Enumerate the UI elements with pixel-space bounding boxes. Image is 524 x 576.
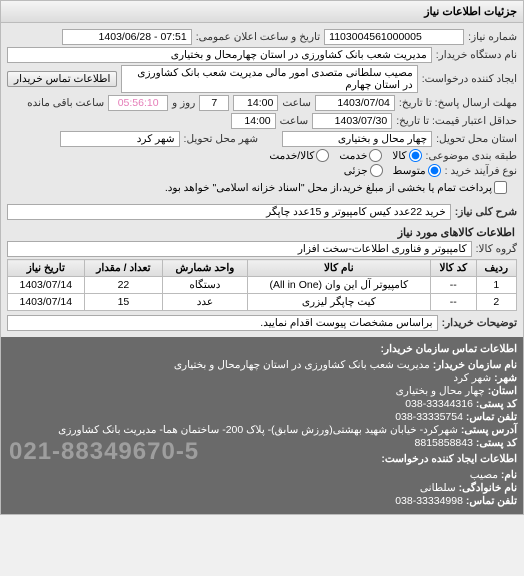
table-cell: 22 bbox=[84, 277, 163, 294]
footer-sub-line: تلفن تماس: 33334998-038 bbox=[7, 495, 517, 507]
table-cell: 1403/07/14 bbox=[8, 294, 85, 311]
buy-radio-1[interactable] bbox=[370, 164, 383, 177]
city-label: شهر محل تحویل: bbox=[184, 133, 259, 145]
org-value: مدیریت شعب بانک کشاورزی در استان چهارمحا… bbox=[7, 47, 432, 63]
panel-title: جزئیات اطلاعات نیاز bbox=[1, 1, 523, 23]
topic-value: خرید 22عدد کیس کامپیوتر و 15عدد چاپگر bbox=[7, 204, 451, 220]
requester-label: ایجاد کننده درخواست: bbox=[422, 73, 517, 85]
table-cell: کامپیوتر آل این وان (All in One) bbox=[247, 277, 430, 294]
items-table: ردیف کد کالا نام کالا واحد شمارش تعداد /… bbox=[7, 259, 517, 311]
buy-opt-1-label: جزئی bbox=[344, 165, 368, 177]
pricing-opt-0[interactable]: کالا bbox=[392, 149, 421, 162]
buy-opt-0[interactable]: متوسط bbox=[393, 164, 441, 177]
note-label: توضیحات خریدار: bbox=[442, 317, 517, 329]
buy-opt-1[interactable]: جزئی bbox=[344, 164, 383, 177]
province-value: چهار محال و بختیاری bbox=[282, 131, 432, 147]
footer-block: اطلاعات تماس سازمان خریدار: نام سازمان خ… bbox=[1, 337, 523, 514]
items-header-row: ردیف کد کالا نام کالا واحد شمارش تعداد /… bbox=[8, 260, 517, 277]
table-row: 1--کامپیوتر آل این وان (All in One)دستگا… bbox=[8, 277, 517, 294]
buy-radio-0[interactable] bbox=[428, 164, 441, 177]
col-1: کد کالا bbox=[431, 260, 477, 277]
group-value: کامپیوتر و فناوری اطلاعات-سخت افزار bbox=[7, 241, 472, 257]
pricing-opt-1-label: خدمت bbox=[339, 150, 367, 162]
remain-days-label: روز و bbox=[172, 97, 195, 109]
validity-date: 1403/07/30 bbox=[312, 113, 392, 129]
footer-sub-line: نام: مصیب bbox=[7, 469, 517, 481]
deadline-time-label: ساعت bbox=[282, 97, 311, 109]
col-2: نام کالا bbox=[247, 260, 430, 277]
footer-title: اطلاعات تماس سازمان خریدار: bbox=[7, 343, 517, 355]
remain-time: 05:56:10 bbox=[108, 95, 168, 111]
buy-type-label: نوع فرآیند خرید : bbox=[445, 165, 517, 177]
table-cell: 1 bbox=[476, 277, 516, 294]
footer-line: کد پستی: 33344316-038 bbox=[7, 398, 517, 410]
form-area: شماره نیاز: 1103004561000005 تاریخ و ساع… bbox=[1, 23, 523, 337]
announce-label: تاریخ و ساعت اعلان عمومی: bbox=[196, 31, 320, 43]
pay-note-checkbox[interactable] bbox=[494, 181, 507, 194]
table-cell: 1403/07/14 bbox=[8, 277, 85, 294]
deadline-date: 1403/07/04 bbox=[315, 95, 395, 111]
remain-label2: ساعت باقی مانده bbox=[27, 97, 104, 109]
pricing-opt-1[interactable]: خدمت bbox=[339, 149, 382, 162]
requester-value: مصیب سلطانی متصدی امور مالی مدیریت شعب ب… bbox=[121, 65, 417, 93]
table-row: 2--کیت چاپگر لیزریعدد151403/07/14 bbox=[8, 294, 517, 311]
niaz-number-value: 1103004561000005 bbox=[324, 29, 464, 45]
col-4: تعداد / مقدار bbox=[84, 260, 163, 277]
pricing-radio-1[interactable] bbox=[369, 149, 382, 162]
note-value: براساس مشخصات پیوست اقدام نمایید. bbox=[7, 315, 438, 331]
buy-opt-0-label: متوسط bbox=[393, 165, 426, 177]
province-label: استان محل تحویل: bbox=[436, 133, 517, 145]
col-3: واحد شمارش bbox=[163, 260, 247, 277]
buy-radio-group: متوسط جزئی bbox=[344, 164, 441, 177]
details-panel: جزئیات اطلاعات نیاز شماره نیاز: 11030045… bbox=[0, 0, 524, 515]
pricing-opt-2[interactable]: کالا/خدمت bbox=[269, 149, 329, 162]
table-cell: -- bbox=[431, 294, 477, 311]
group-label: گروه کالا: bbox=[476, 243, 517, 255]
validity-time-label: ساعت bbox=[280, 115, 309, 127]
items-section-title: اطلاعات کالاهای مورد نیاز bbox=[9, 226, 515, 239]
validity-time: 14:00 bbox=[231, 113, 276, 129]
pricing-opt-2-label: کالا/خدمت bbox=[269, 150, 314, 162]
footer-line: تلفن تماس: 33335754-038 bbox=[7, 411, 517, 423]
pricing-opt-0-label: کالا bbox=[392, 150, 406, 162]
announce-value: 07:51 - 1403/06/28 bbox=[62, 29, 192, 45]
city-value: شهر کرد bbox=[60, 131, 180, 147]
footer-sub-line: نام خانوادگی: سلطانی bbox=[7, 482, 517, 494]
table-cell: 15 bbox=[84, 294, 163, 311]
niaz-number-label: شماره نیاز: bbox=[468, 31, 517, 43]
pricing-radio-group: کالا خدمت کالا/خدمت bbox=[269, 149, 421, 162]
pay-note-label: پرداخت تمام یا بخشی از مبلغ خرید،از محل … bbox=[165, 182, 492, 194]
footer-line: استان: چهار محال و بختیاری bbox=[7, 385, 517, 397]
footer-line: آدرس پستی: شهرکرد- خیابان شهید بهشتی(ورز… bbox=[7, 424, 517, 436]
topic-label: شرح کلی نیاز: bbox=[455, 206, 517, 218]
table-cell: -- bbox=[431, 277, 477, 294]
deadline-label: مهلت ارسال پاسخ: تا تاریخ: bbox=[399, 97, 517, 109]
col-5: تاریخ نیاز bbox=[8, 260, 85, 277]
table-cell: 2 bbox=[476, 294, 516, 311]
footer-line: شهر: شهر کرد bbox=[7, 372, 517, 384]
deadline-time: 14:00 bbox=[233, 95, 278, 111]
table-cell: دستگاه bbox=[163, 277, 247, 294]
table-cell: عدد bbox=[163, 294, 247, 311]
pricing-label: طبقه بندی موضوعی: bbox=[426, 150, 517, 162]
validity-label: حداقل اعتبار قیمت: تا تاریخ: bbox=[396, 115, 517, 127]
table-cell: کیت چاپگر لیزری bbox=[247, 294, 430, 311]
footer-line: نام سازمان خریدار: مدیریت شعب بانک کشاور… bbox=[7, 359, 517, 371]
pricing-radio-0[interactable] bbox=[409, 149, 422, 162]
watermark: 021-88349670-5 bbox=[9, 438, 199, 466]
pay-note-check[interactable]: پرداخت تمام یا بخشی از مبلغ خرید،از محل … bbox=[165, 181, 507, 194]
col-0: ردیف bbox=[476, 260, 516, 277]
pricing-radio-2[interactable] bbox=[316, 149, 329, 162]
remain-days: 7 bbox=[199, 95, 229, 111]
contact-button[interactable]: اطلاعات تماس خریدار bbox=[7, 71, 117, 87]
org-label: نام دستگاه خریدار: bbox=[436, 49, 517, 61]
